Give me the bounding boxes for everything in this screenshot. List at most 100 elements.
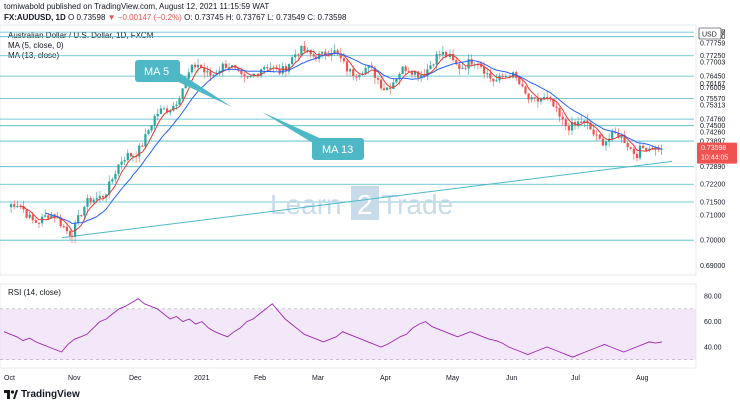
chart-title: Australian Dollar / U.S. Dollar, 1D, FXC… (8, 31, 154, 40)
candle-body (623, 134, 626, 144)
candle-body (34, 220, 37, 223)
candle-body (260, 69, 263, 76)
candle-body (429, 65, 432, 70)
candle-body (632, 148, 635, 154)
publish-line: tomiwabold published on TradingView.com,… (4, 2, 270, 11)
candle-body (141, 145, 144, 147)
candle-body (452, 53, 455, 61)
candle-body (101, 196, 105, 198)
legend-ma5[interactable]: MA (5, close, 0) (8, 41, 64, 50)
candle-body (367, 65, 370, 68)
candle-body (620, 134, 623, 138)
candle-body (617, 133, 620, 138)
countdown-label: 10:44:05 (701, 155, 728, 162)
candle-body (564, 119, 567, 127)
candle-body (249, 76, 252, 78)
x-tick-label: Apr (380, 375, 392, 382)
y-tick-label: 0.71500 (700, 200, 725, 207)
candle-body (86, 198, 89, 207)
ma5-callout-pointer (174, 72, 232, 107)
candle-body (342, 58, 345, 62)
candle-body (287, 64, 291, 72)
candle-body (105, 194, 108, 198)
x-tick-label: Mar (312, 375, 325, 382)
candle-body (246, 76, 249, 78)
currency-badge-box (698, 27, 722, 40)
candle-body (256, 73, 260, 76)
candle-body (65, 226, 68, 232)
candle-body (150, 125, 153, 131)
candle-body (252, 73, 255, 77)
candle-body (169, 110, 172, 113)
x-tick-label: Jul (571, 375, 580, 382)
candle-body (642, 145, 645, 149)
candle-body (467, 59, 470, 69)
candle-body (392, 82, 395, 89)
candle-body (212, 74, 215, 76)
candle-body (278, 68, 281, 74)
candle-body (159, 108, 162, 114)
candle-body (153, 116, 156, 126)
candle-body (501, 75, 504, 78)
x-tick-label: Feb (254, 375, 266, 382)
y-tick-label: 0.70000 (700, 238, 725, 245)
ma13-callout-label: MA 13 (322, 144, 353, 156)
candle-body (44, 215, 47, 217)
watermark-box (351, 186, 379, 220)
candle-body (162, 108, 166, 110)
x-tick-label: May (446, 375, 460, 382)
candle-body (549, 97, 552, 99)
trend-line (61, 160, 673, 239)
candle-body (583, 120, 586, 123)
y-tick-label: 0.74760 (700, 117, 725, 124)
open-value: 0.73598 (76, 13, 106, 22)
watermark-trade: Trade (381, 189, 453, 220)
candle-body (175, 104, 178, 106)
candle-body (314, 56, 318, 60)
candle-body (417, 71, 420, 78)
ma13-line (45, 52, 662, 224)
rsi-tick-label: 40.00 (704, 344, 722, 351)
candle-body (131, 155, 135, 157)
legend-rsi[interactable]: RSI (14, close) (8, 288, 61, 297)
candle-body (294, 54, 297, 58)
x-tick-label: 2021 (194, 375, 210, 382)
candle-body (98, 196, 101, 199)
candle-body (483, 66, 486, 74)
candle-body (479, 64, 483, 67)
candle-body (303, 45, 306, 52)
candle-body (395, 78, 398, 83)
candle-body (330, 54, 333, 56)
candle-body (401, 66, 404, 74)
footer-label: TradingView (21, 389, 80, 401)
symbol-label[interactable]: FX:AUDUSD, 1D (4, 13, 66, 22)
x-tick-label: Jun (506, 375, 517, 382)
candle-body (512, 72, 515, 78)
candle-body (492, 78, 495, 82)
candle-body (626, 143, 629, 148)
y-tick-label: 0.77003 (700, 60, 725, 67)
candle-body (426, 69, 429, 76)
candle-body (70, 235, 74, 237)
candle-body (521, 84, 524, 87)
y-tick-label: 0.75570 (700, 96, 725, 103)
candle-body (382, 88, 386, 91)
candle-body (181, 88, 184, 99)
candle-body (364, 67, 367, 74)
candle-body (138, 145, 141, 157)
candle-body (539, 99, 543, 102)
candle-body (461, 67, 464, 69)
candle-body (577, 121, 580, 125)
y-tick-label: 0.72200 (700, 182, 725, 189)
candle-body (120, 161, 123, 165)
candle-body (527, 93, 530, 100)
y-tick-label: 0.76009 (700, 85, 725, 92)
candle-body (638, 145, 642, 159)
tradingview-footer[interactable]: TradingView (4, 389, 80, 400)
candle-body (438, 54, 441, 56)
candle-body (407, 71, 410, 73)
candle-body (196, 64, 200, 68)
candle-body (47, 215, 50, 219)
watermark-two: 2 (357, 189, 373, 220)
